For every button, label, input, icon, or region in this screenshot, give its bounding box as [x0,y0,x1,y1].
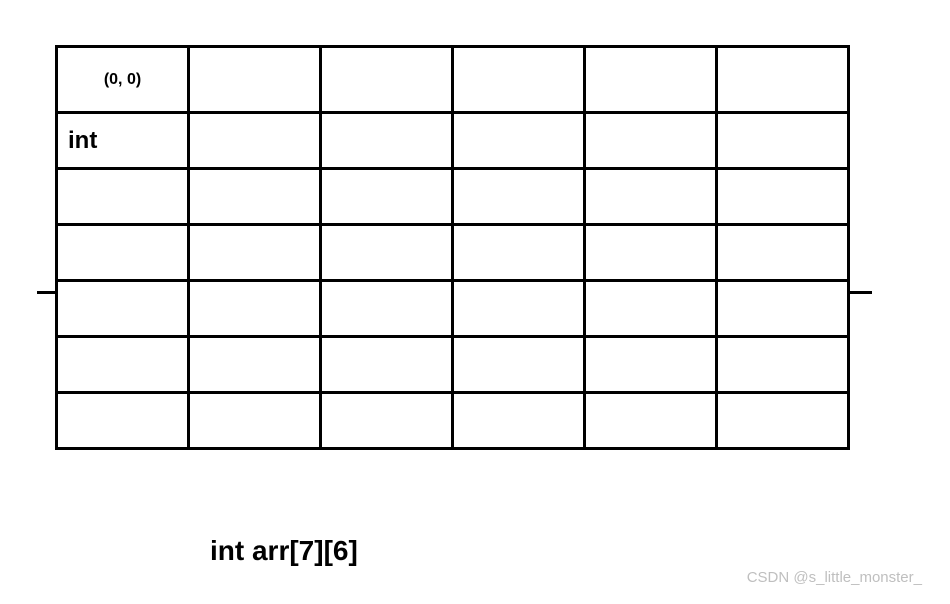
cell-5-5 [717,337,849,393]
cell-6-3 [453,393,585,449]
cell-2-5 [717,169,849,225]
extended-line-right [850,291,872,294]
cell-1-0: int [57,113,189,169]
diagram-caption: int arr[7][6] [210,535,358,567]
cell-1-4 [585,113,717,169]
table-row [57,281,849,337]
cell-1-2 [321,113,453,169]
cell-5-0 [57,337,189,393]
cell-0-5 [717,47,849,113]
table-row [57,393,849,449]
watermark-text: CSDN @s_little_monster_ [747,569,922,586]
cell-4-4 [585,281,717,337]
cell-2-0 [57,169,189,225]
cell-6-5 [717,393,849,449]
cell-2-4 [585,169,717,225]
cell-5-2 [321,337,453,393]
cell-5-3 [453,337,585,393]
cell-4-0 [57,281,189,337]
extended-line-left [37,291,57,294]
cell-2-2 [321,169,453,225]
cell-3-0 [57,225,189,281]
cell-2-1 [189,169,321,225]
cell-6-4 [585,393,717,449]
array-grid-container: (0, 0) int [55,45,850,450]
cell-4-3 [453,281,585,337]
cell-1-3 [453,113,585,169]
table-row: (0, 0) [57,47,849,113]
cell-0-1 [189,47,321,113]
cell-6-1 [189,393,321,449]
table-row [57,225,849,281]
cell-5-1 [189,337,321,393]
cell-4-1 [189,281,321,337]
table-row: int [57,113,849,169]
cell-3-1 [189,225,321,281]
cell-1-1 [189,113,321,169]
cell-3-2 [321,225,453,281]
table-row [57,337,849,393]
cell-0-3 [453,47,585,113]
cell-3-3 [453,225,585,281]
cell-3-5 [717,225,849,281]
array-grid: (0, 0) int [55,45,850,450]
cell-3-4 [585,225,717,281]
cell-6-0 [57,393,189,449]
cell-0-0: (0, 0) [57,47,189,113]
cell-5-4 [585,337,717,393]
table-row [57,169,849,225]
cell-4-2 [321,281,453,337]
cell-6-2 [321,393,453,449]
cell-1-5 [717,113,849,169]
cell-4-5 [717,281,849,337]
cell-0-4 [585,47,717,113]
cell-0-2 [321,47,453,113]
cell-2-3 [453,169,585,225]
